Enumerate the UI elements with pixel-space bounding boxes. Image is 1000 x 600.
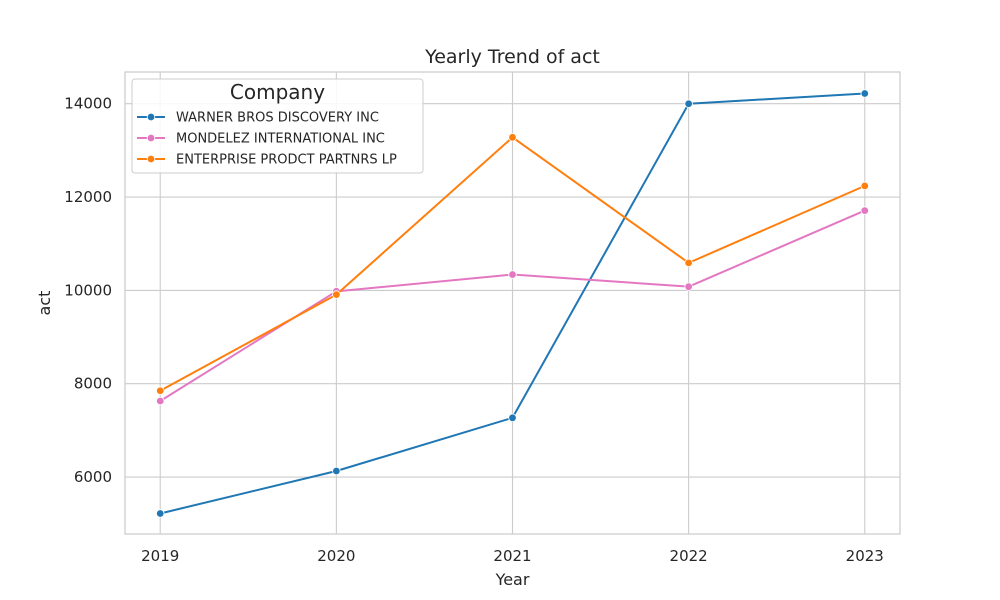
- series-0: [156, 89, 869, 518]
- tick-labels: 2019 2020 2021 2022 2023 6000 8000 10000 12000 14…: [64, 95, 884, 565]
- x-tick-label: 2020: [317, 547, 355, 565]
- series-2: [156, 133, 869, 395]
- legend-marker: [146, 154, 156, 164]
- chart-title: Yearly Trend of act: [424, 46, 600, 68]
- legend-label: ENTERPRISE PRODCT PARTNRS LP: [176, 153, 397, 168]
- data-point: [508, 133, 517, 142]
- legend-label: MONDELEZ INTERNATIONAL INC: [176, 132, 385, 147]
- grid: [125, 72, 900, 534]
- data-point: [508, 270, 517, 279]
- x-tick-label: 2019: [141, 547, 179, 565]
- legend-item: MONDELEZ INTERNATIONAL INC: [137, 132, 385, 147]
- legend-marker: [146, 133, 156, 143]
- y-tick-label: 8000: [74, 375, 112, 393]
- legend-item: ENTERPRISE PRODCT PARTNRS LP: [137, 153, 397, 168]
- legend-label: WARNER BROS DISCOVERY INC: [176, 111, 379, 126]
- legend: Company WARNER BROS DISCOVERY INC MONDELE…: [131, 78, 424, 174]
- legend-title: Company: [230, 80, 325, 104]
- data-point: [684, 258, 693, 268]
- y-axis-label: act: [35, 291, 54, 316]
- data-point: [332, 466, 341, 476]
- y-tick-label: 10000: [64, 281, 112, 299]
- x-tick-label: 2021: [493, 547, 531, 565]
- y-tick-label: 14000: [64, 95, 112, 113]
- legend-box: [131, 78, 424, 174]
- plot-frame: [124, 71, 901, 535]
- series: [156, 89, 869, 518]
- data-point: [156, 509, 165, 518]
- x-tick-label: 2022: [670, 547, 708, 565]
- legend-item: WARNER BROS DISCOVERY INC: [137, 111, 379, 126]
- data-point: [860, 181, 869, 191]
- x-tick-label: 2023: [846, 547, 884, 565]
- data-point: [860, 89, 869, 98]
- data-point: [860, 206, 869, 215]
- y-tick-label: 12000: [64, 188, 112, 206]
- data-point: [684, 99, 693, 108]
- legend-marker: [146, 112, 156, 122]
- data-point: [332, 290, 341, 299]
- data-point: [156, 396, 165, 406]
- data-point: [684, 282, 693, 291]
- data-point: [508, 413, 517, 422]
- x-axis-label: Year: [495, 570, 530, 589]
- data-point: [156, 386, 165, 395]
- y-tick-label: 6000: [74, 468, 112, 486]
